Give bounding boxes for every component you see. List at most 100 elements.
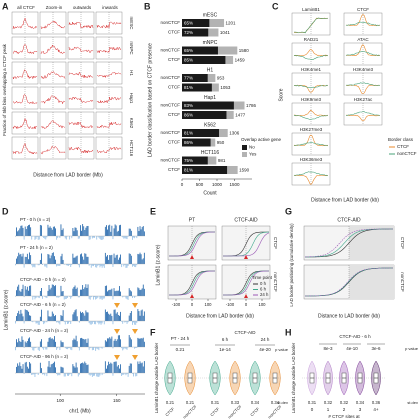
row-label: nonCTCF bbox=[273, 272, 278, 292]
profile-line bbox=[40, 145, 66, 155]
signal-bar bbox=[55, 228, 56, 236]
signal-bar bbox=[82, 311, 84, 321]
signal-bar bbox=[24, 309, 26, 321]
signal-bar bbox=[52, 313, 54, 321]
triangle bbox=[114, 303, 120, 308]
signal-bar bbox=[74, 339, 76, 347]
signal-bar bbox=[37, 236, 39, 240]
signal-bar bbox=[106, 311, 107, 321]
signal-bar bbox=[21, 336, 23, 347]
signal-bar bbox=[73, 257, 75, 264]
signal-bar bbox=[62, 310, 64, 321]
bar-no bbox=[182, 166, 228, 174]
signal-bar bbox=[69, 236, 71, 240]
signal-bar bbox=[91, 236, 93, 239]
signal-bar bbox=[46, 321, 48, 323]
signal-bar bbox=[28, 338, 29, 347]
signal-bar bbox=[87, 364, 89, 373]
signal-bar bbox=[59, 264, 61, 267]
signal-bar bbox=[61, 253, 63, 264]
signal-bar bbox=[17, 231, 19, 236]
signal-bar bbox=[56, 296, 58, 298]
signal-bar bbox=[81, 337, 82, 347]
profile-line bbox=[293, 114, 328, 120]
triangle bbox=[190, 294, 194, 298]
signal-bar bbox=[116, 339, 118, 347]
signal-bar bbox=[22, 339, 24, 347]
category-label: nonCTCF bbox=[160, 158, 180, 163]
signal-bar bbox=[139, 338, 141, 347]
track-title: H3K4me3 bbox=[353, 67, 374, 72]
signal-bar bbox=[96, 264, 98, 268]
signal-bar bbox=[56, 236, 58, 240]
signal-bar bbox=[63, 373, 65, 377]
track-label: CTCF-AID - 6 h (n = 2) bbox=[20, 302, 66, 307]
signal-bar bbox=[110, 362, 112, 373]
signal-bar bbox=[60, 315, 62, 321]
signal-bar bbox=[96, 321, 98, 322]
signal-bar bbox=[84, 253, 86, 264]
triangle bbox=[244, 294, 248, 298]
signal-bar bbox=[136, 321, 138, 323]
signal-bar bbox=[112, 296, 114, 300]
signal-bar bbox=[17, 342, 19, 347]
signal-bar bbox=[90, 373, 92, 375]
signal-bar bbox=[61, 367, 63, 373]
signal-bar bbox=[94, 373, 95, 376]
signal-bar bbox=[124, 321, 126, 323]
signal-bar bbox=[104, 309, 106, 321]
signal-bar bbox=[30, 341, 32, 347]
signal-bar bbox=[54, 226, 55, 236]
signal-bar bbox=[86, 287, 88, 296]
signal-bar bbox=[48, 316, 50, 321]
triangle bbox=[114, 355, 120, 360]
signal-bar bbox=[97, 347, 99, 350]
signal-bar bbox=[80, 254, 81, 264]
signal-bar bbox=[142, 366, 144, 373]
bar-no bbox=[182, 111, 227, 119]
signal-bar bbox=[81, 230, 82, 236]
signal-bar bbox=[46, 264, 48, 268]
signal-bar bbox=[114, 224, 116, 236]
group-label: K562 bbox=[204, 122, 216, 128]
signal-bar bbox=[117, 335, 119, 347]
axis-title: Score bbox=[278, 88, 284, 101]
signal-bar bbox=[109, 314, 111, 321]
signal-bar bbox=[15, 264, 16, 266]
signal-bar bbox=[47, 341, 49, 347]
signal-bar bbox=[130, 291, 132, 296]
signal-bar bbox=[128, 253, 130, 264]
signal-bar bbox=[70, 296, 72, 299]
signal-bar bbox=[64, 236, 66, 239]
signal-bar bbox=[133, 264, 134, 266]
signal-bar bbox=[21, 256, 23, 264]
signal-bar bbox=[28, 368, 29, 373]
value-label: 1306 bbox=[229, 130, 240, 135]
row-label: CTCF bbox=[400, 237, 405, 249]
signal-bar bbox=[74, 367, 76, 373]
signal-bar bbox=[43, 321, 45, 325]
sd-value: 0.32 bbox=[340, 400, 349, 405]
signal-bar bbox=[29, 285, 30, 296]
signal-bar bbox=[140, 310, 142, 321]
signal-bar bbox=[58, 264, 60, 266]
signal-bar bbox=[64, 321, 66, 325]
signal-bar bbox=[37, 347, 39, 350]
signal-bar bbox=[120, 339, 121, 347]
signal-bar bbox=[82, 362, 84, 373]
signal-bar bbox=[81, 289, 82, 296]
group-label: 6 h bbox=[222, 337, 229, 342]
signal-bar bbox=[98, 321, 100, 325]
signal-bar bbox=[60, 256, 62, 264]
signal-bar bbox=[26, 226, 28, 236]
signal-bar bbox=[24, 341, 26, 347]
signal-bar bbox=[90, 296, 92, 298]
signal-bar bbox=[41, 309, 42, 321]
signal-bar bbox=[128, 335, 130, 347]
signal-bar bbox=[96, 347, 98, 349]
signal-bar bbox=[136, 264, 138, 266]
signal-bar bbox=[109, 289, 111, 296]
profile-line bbox=[345, 84, 380, 94]
signal-bar bbox=[137, 309, 139, 321]
signal-bar bbox=[57, 321, 59, 323]
